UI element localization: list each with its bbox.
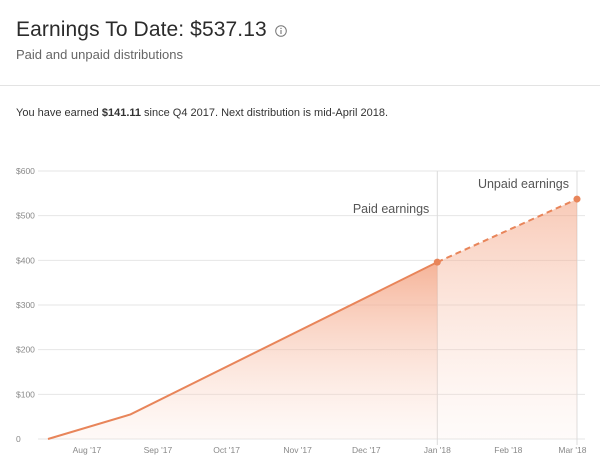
x-tick-label: Oct '17 <box>213 445 240 455</box>
page-header: Earnings To Date: $537.13 Paid and unpai… <box>0 0 600 86</box>
series-name-label: Unpaid earnings <box>478 177 569 191</box>
x-tick-label: Nov '17 <box>283 445 312 455</box>
earnings-summary: You have earned $141.11 since Q4 2017. N… <box>16 107 388 119</box>
page-subtitle: Paid and unpaid distributions <box>16 47 183 62</box>
series-annotations: Paid earnings Unpaid earnings <box>353 177 569 216</box>
summary-prefix: You have earned <box>16 107 102 119</box>
series-line <box>436 198 578 264</box>
title-row: Earnings To Date: $537.13 <box>16 18 287 42</box>
y-axis-ticks: 0 $100 $200 $300 $400 $500 $600 <box>16 166 35 444</box>
x-tick-label: Aug '17 <box>73 445 102 455</box>
series-area <box>437 199 577 439</box>
earnings-chart: 0 $100 $200 $300 $400 $500 $600 Aug '17 Sep '17… <box>16 166 587 455</box>
summary-amount: $141.11 <box>101 107 141 119</box>
y-tick-label: $600 <box>16 166 35 176</box>
series-line <box>47 261 438 440</box>
y-tick-label: $100 <box>16 389 35 399</box>
y-tick-label: $300 <box>16 300 35 310</box>
y-tick-label: 0 <box>16 434 21 444</box>
summary-suffix: since Q4 2017. Next distribution is mid-… <box>141 107 389 119</box>
page-title: Earnings To Date: $537.13 <box>16 18 267 41</box>
series-end-point <box>573 195 581 203</box>
series-name-label: Paid earnings <box>353 202 429 216</box>
x-tick-label: Mar '18 <box>558 445 586 455</box>
series-area <box>48 262 438 439</box>
x-tick-label: Feb '18 <box>494 445 522 455</box>
x-tick-label: Jan '18 <box>424 445 451 455</box>
series-points <box>433 195 581 266</box>
y-tick-label: $500 <box>16 211 35 221</box>
y-tick-label: $200 <box>16 345 35 355</box>
series-lines <box>47 198 578 440</box>
area-fills <box>48 199 577 439</box>
x-tick-label: Sep '17 <box>144 445 173 455</box>
series-end-point <box>433 258 441 266</box>
x-axis-ticks: Aug '17 Sep '17 Oct '17 Nov '17 Dec '17 Jan '… <box>73 445 587 455</box>
info-icon[interactable] <box>274 24 287 37</box>
y-tick-label: $400 <box>16 255 35 265</box>
x-tick-label: Dec '17 <box>352 445 381 455</box>
